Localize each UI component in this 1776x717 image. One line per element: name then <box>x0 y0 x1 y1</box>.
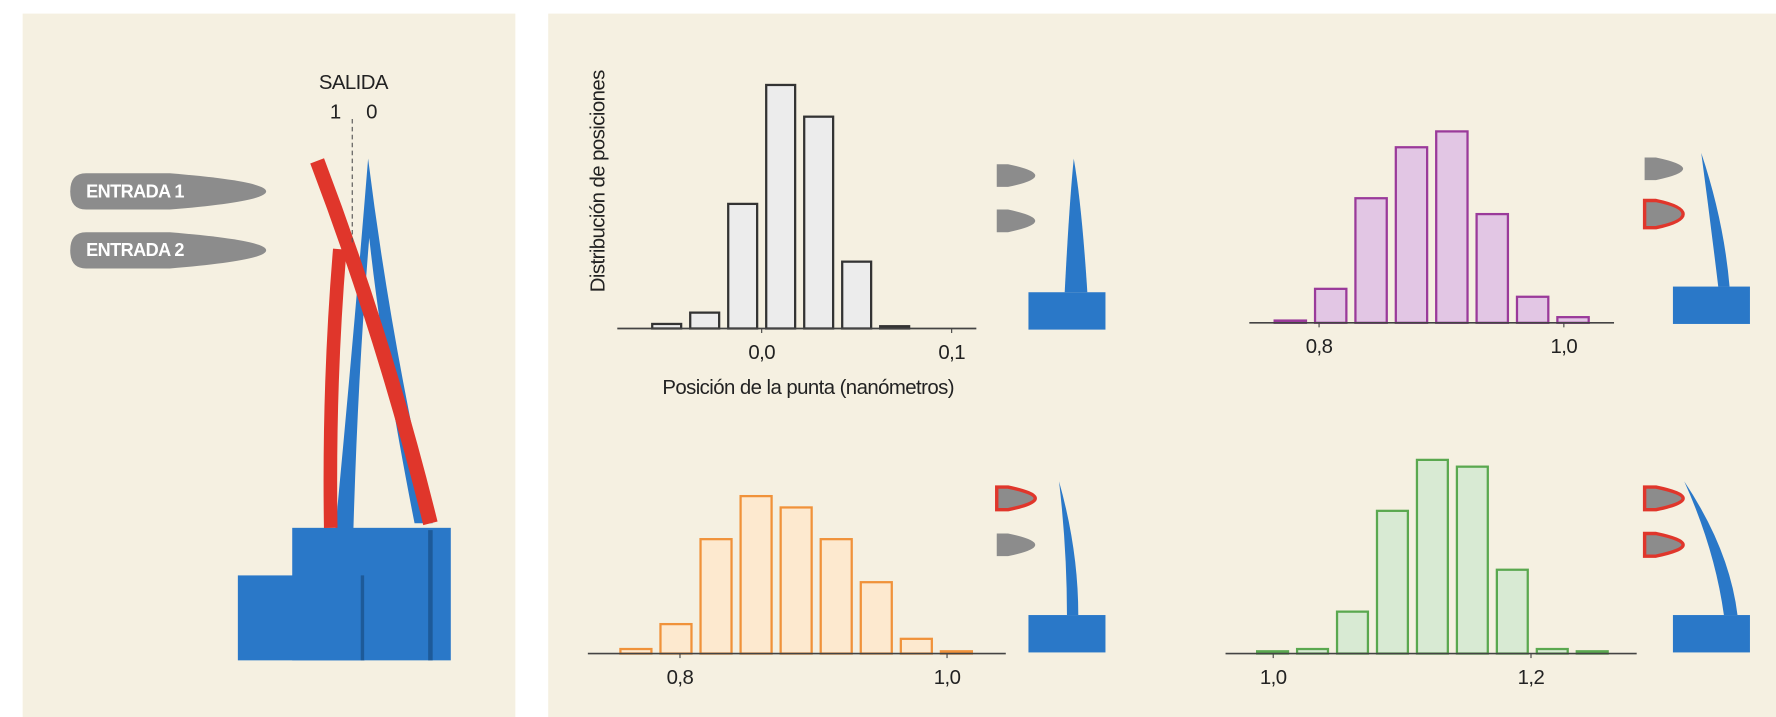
x-axis-label: Posición de la punta (nanómetros) <box>662 377 954 399</box>
input-label: ENTRADA 2 <box>86 240 184 260</box>
bar <box>690 313 719 329</box>
x-tick-label: 0,1 <box>938 342 965 364</box>
bar <box>1517 297 1548 323</box>
bar <box>901 639 932 654</box>
bar <box>842 262 871 329</box>
bar <box>728 204 757 329</box>
x-tick-label: 1,2 <box>1518 667 1545 689</box>
bar <box>1337 612 1368 654</box>
bar <box>1377 511 1408 654</box>
x-tick-label: 1,0 <box>934 667 961 689</box>
bar <box>701 539 732 653</box>
bar <box>766 85 795 329</box>
bar <box>821 539 852 653</box>
y-axis-label: Distribución de posiciones <box>588 70 610 292</box>
bar <box>1417 460 1448 654</box>
bar <box>804 117 833 329</box>
x-tick-label: 0,8 <box>667 667 694 689</box>
bar <box>1355 198 1386 323</box>
bar <box>781 507 812 653</box>
base-block <box>292 528 451 661</box>
output-state: 1 <box>330 102 341 124</box>
input-label: ENTRADA 1 <box>86 181 184 201</box>
bar <box>741 496 772 653</box>
bar <box>1457 467 1488 654</box>
x-tick-label: 1,0 <box>1260 667 1287 689</box>
bar <box>861 582 892 653</box>
bar <box>1477 214 1508 323</box>
bar <box>1315 289 1346 323</box>
output-state: 0 <box>366 102 377 124</box>
bar <box>1497 570 1528 654</box>
bar <box>660 624 691 653</box>
bar <box>1436 131 1467 322</box>
x-tick-label: 1,0 <box>1551 336 1578 358</box>
figure: SALIDA 1 0 ENTRADA 1 ENTRADA 2 0,0 0,1 Pos… <box>0 0 1776 717</box>
x-tick-label: 0,0 <box>748 342 775 364</box>
output-label: SALIDA <box>319 72 389 94</box>
bar <box>1396 147 1427 323</box>
x-tick-label: 0,8 <box>1306 336 1333 358</box>
page: {"diagram": {"output_label": "SALIDA", "… <box>0 0 1776 717</box>
